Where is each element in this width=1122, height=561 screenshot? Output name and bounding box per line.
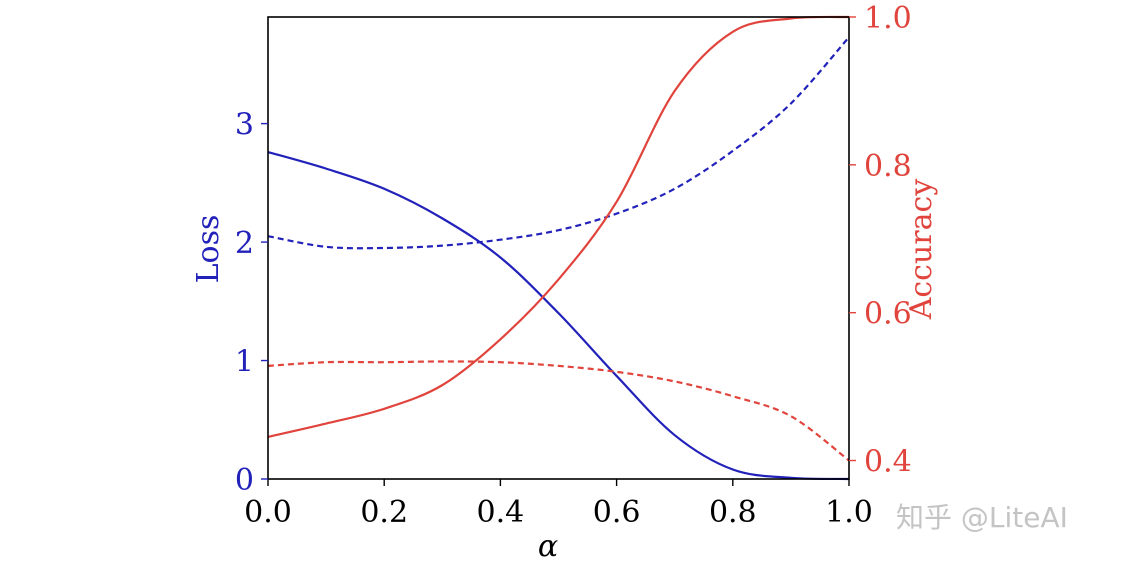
y-axis-left-title: Loss (191, 215, 226, 284)
x-tick-label: 0.4 (477, 495, 525, 530)
watermark: 知乎 @LiteAI (896, 501, 1068, 534)
x-tick-label: 0.6 (593, 495, 641, 530)
y-left-tick-label: 3 (235, 108, 254, 143)
x-axis: 0.0 0.2 0.4 0.6 0.8 1.0 (244, 479, 873, 530)
plot-area (267, 15, 850, 481)
accuracy-solid-line (267, 15, 850, 438)
y-right-tick-label: 1.0 (864, 1, 912, 36)
y-axis-right-title: Accuracy (904, 179, 939, 321)
y-left-tick-label: 1 (235, 345, 254, 380)
y-right-tick-label: 0.8 (864, 149, 912, 184)
x-tick-label: 1.0 (825, 495, 873, 530)
x-tick-label: 0.8 (709, 495, 757, 530)
y-axis-right: 0.4 0.6 0.8 1.0 (849, 1, 912, 480)
y-right-tick-label: 0.4 (864, 445, 912, 480)
y-right-tick-label: 0.6 (864, 297, 912, 332)
accuracy-dashed-line (267, 360, 850, 462)
y-left-tick-label: 2 (235, 226, 254, 261)
plot-frame (267, 16, 850, 480)
x-tick-label: 0.0 (244, 495, 292, 530)
x-axis-title: α (538, 529, 558, 561)
loss-dashed-line (267, 36, 850, 250)
y-axis-left: 0 1 2 3 (235, 108, 268, 498)
y-left-tick-label: 0 (235, 463, 254, 498)
loss-solid-line (267, 150, 850, 481)
x-tick-label: 0.2 (360, 495, 408, 530)
